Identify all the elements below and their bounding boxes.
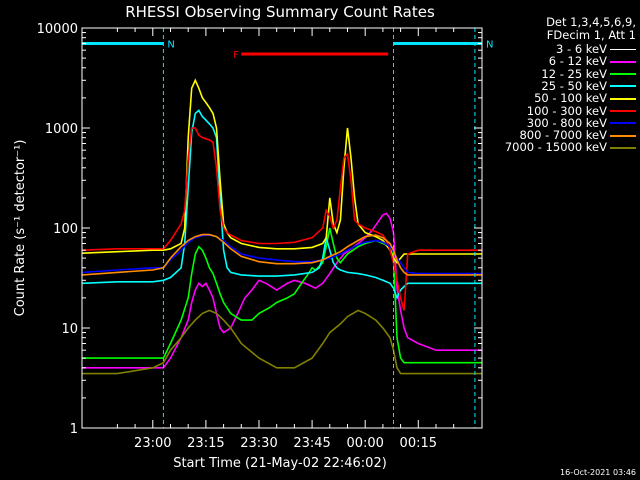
legend-entry: 6 - 12 keV — [548, 54, 636, 69]
chart-title: RHESSI Observing Summary Count Rates — [125, 3, 435, 21]
legend-entry-label: 3 - 6 keV — [556, 42, 607, 56]
legend-entry: 100 - 300 keV — [526, 103, 636, 118]
y-axis-label: Count Rate (s⁻¹ detector⁻¹) — [13, 140, 28, 317]
legend-entry: 7000 - 15000 keV — [504, 140, 636, 155]
legend-entry: 25 - 50 keV — [541, 78, 636, 93]
legend-swatch — [610, 48, 636, 51]
legend-entry: 50 - 100 keV — [534, 91, 636, 106]
legend-entry-label: 6 - 12 keV — [548, 54, 607, 69]
series-line-800-7000-kev — [81, 233, 482, 276]
legend-swatch — [610, 110, 636, 112]
legend-entry: 800 - 7000 keV — [519, 128, 636, 143]
legend-title: FDecim 1, Att 1 — [546, 28, 636, 42]
series-line-25-50-kev — [81, 109, 482, 301]
series-line-100-300-kev — [81, 127, 482, 311]
legend-swatch — [610, 73, 636, 76]
legend-entry-label: 12 - 25 keV — [541, 66, 607, 81]
legend-entry-label: 100 - 300 keV — [526, 103, 607, 118]
legend-title: Det 1,3,4,5,6,9, — [546, 15, 636, 29]
y-tick-label: 10 — [61, 322, 78, 337]
flag-label: N — [167, 39, 174, 50]
x-tick-label: 23:30 — [240, 436, 277, 451]
legend-swatch — [610, 60, 636, 63]
legend-entry-label: 7000 - 15000 keV — [504, 140, 607, 155]
flag-label: F — [233, 50, 239, 61]
x-axis-label: Start Time (21-May-02 22:46:02) — [173, 456, 387, 471]
y-tick-label: 1 — [70, 422, 78, 437]
legend-entry: 300 - 800 keV — [526, 115, 636, 130]
legend-entry: 3 - 6 keV — [556, 42, 636, 56]
legend-entry-label: 25 - 50 keV — [541, 78, 607, 93]
legend-swatch — [610, 146, 636, 149]
legend-swatch — [610, 122, 636, 125]
series-line-12-25-kev — [82, 227, 482, 364]
legend-entry-label: 300 - 800 keV — [526, 115, 607, 130]
y-tick-label: 1000 — [45, 122, 78, 137]
legend-entry-label: 50 - 100 keV — [534, 91, 607, 106]
legend-entry: 12 - 25 keV — [541, 66, 636, 81]
x-tick-label: 00:15 — [400, 436, 437, 451]
legend-swatch — [610, 134, 636, 137]
x-tick-label: 23:15 — [187, 436, 224, 451]
series-line-7000-15000-kev — [82, 309, 482, 375]
legend-entry-label: 800 - 7000 keV — [519, 128, 607, 143]
series-line-6-12-kev — [82, 212, 482, 369]
legend-swatch — [610, 85, 636, 88]
x-tick-label: 23:00 — [134, 436, 171, 451]
legend-swatch — [610, 97, 636, 100]
generation-timestamp: 16-Oct-2021 03:46 — [560, 468, 636, 477]
y-tick-label: 10000 — [37, 22, 78, 37]
x-tick-label: 00:00 — [346, 436, 383, 451]
x-tick-label: 23:45 — [293, 436, 330, 451]
flag-label: N — [486, 39, 493, 50]
series-line-50-100-kev — [81, 78, 482, 265]
y-tick-label: 100 — [53, 222, 78, 237]
